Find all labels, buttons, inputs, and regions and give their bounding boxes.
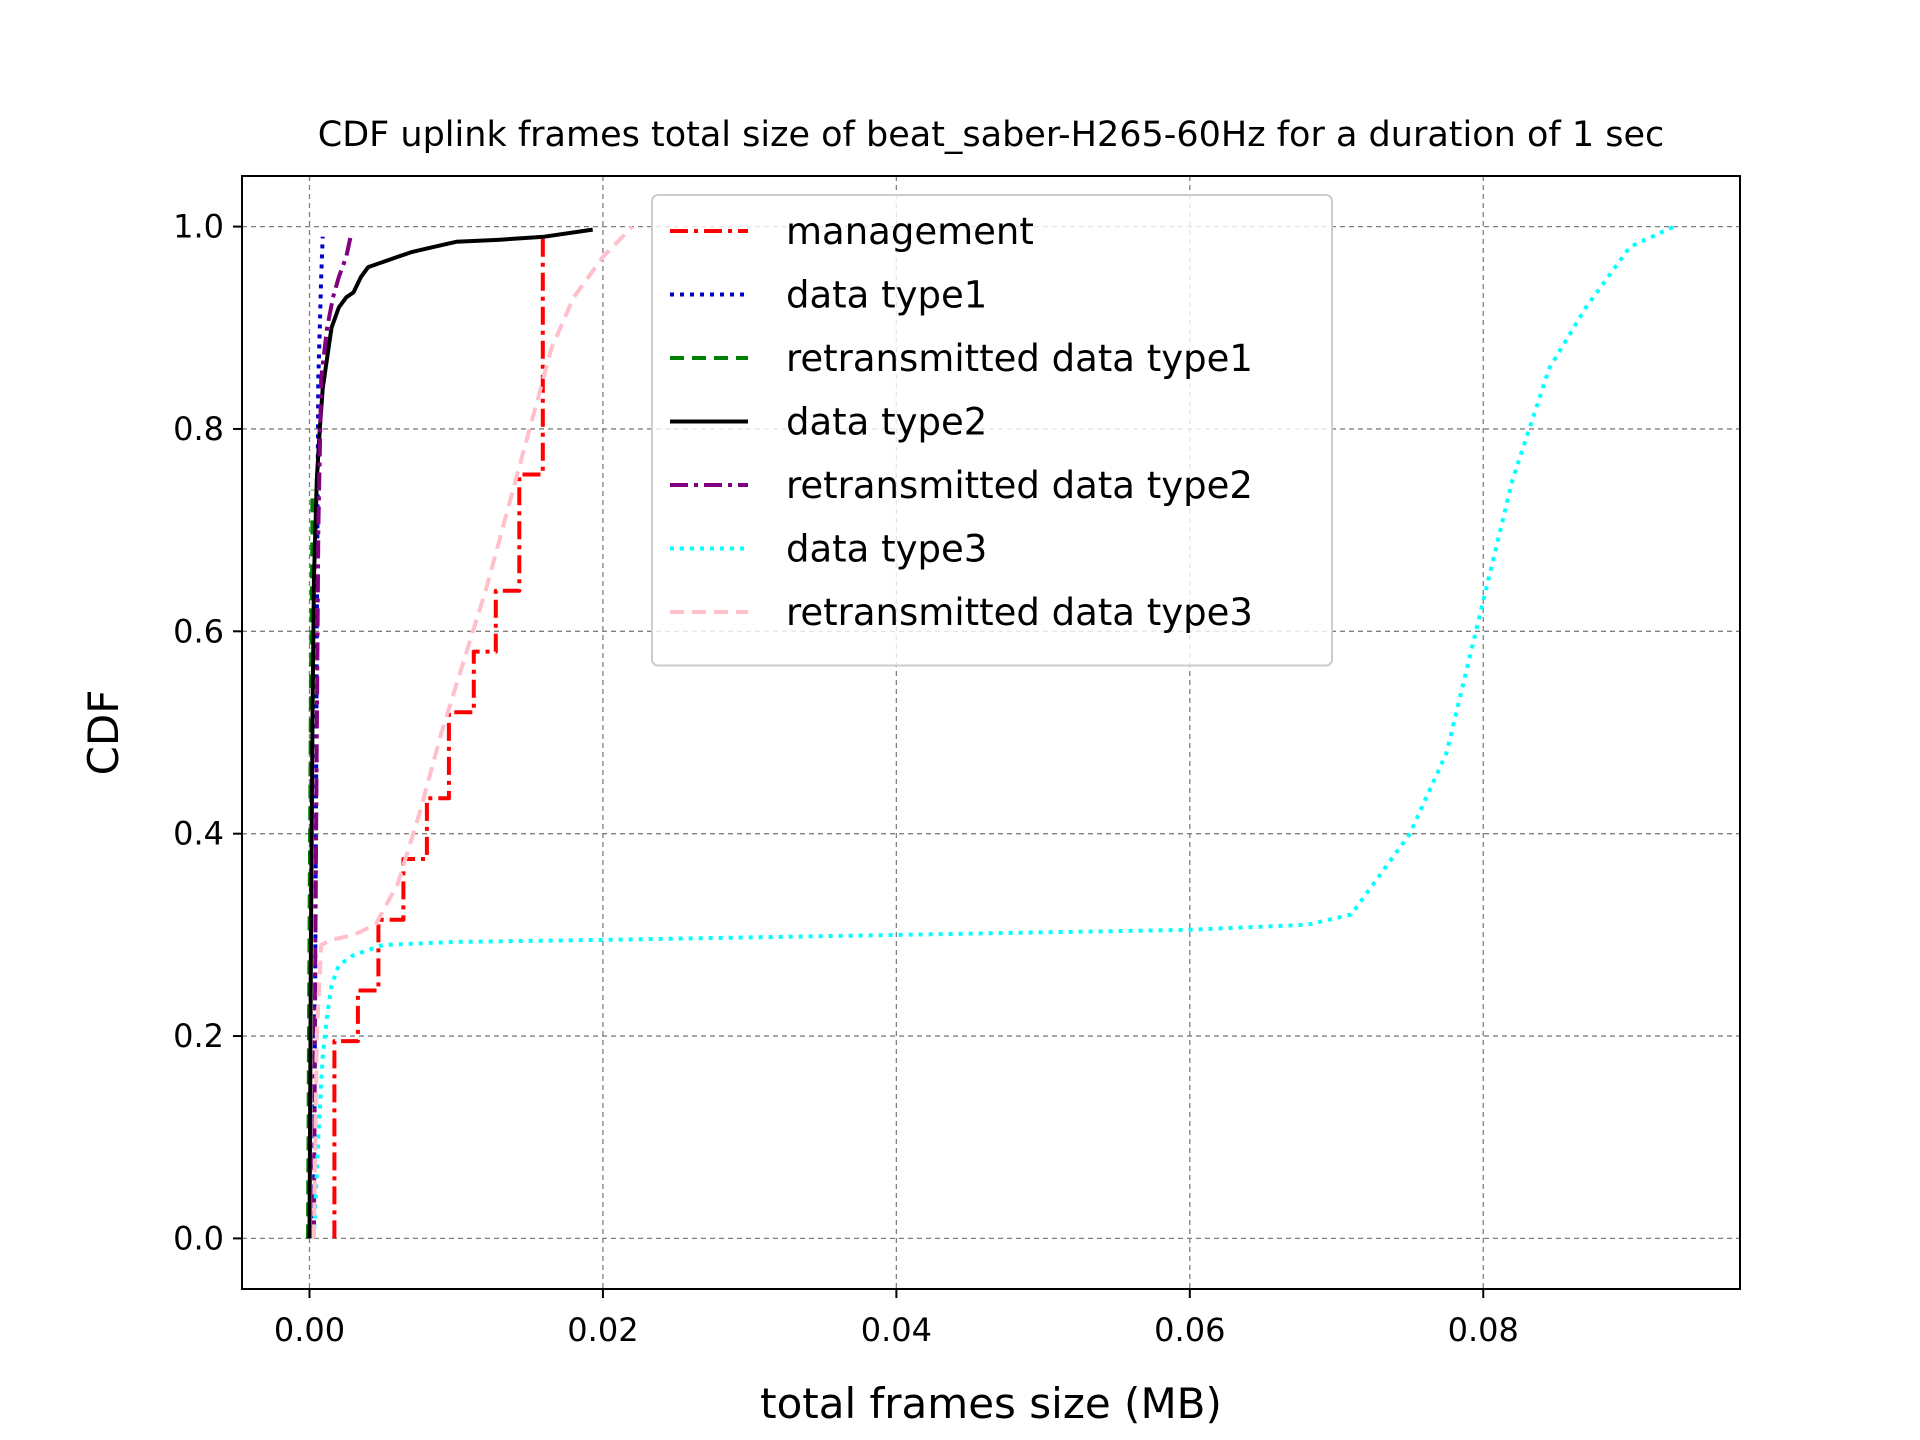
x-tick-label: 0.00: [274, 1311, 345, 1349]
y-axis-label: CDF: [79, 690, 128, 776]
legend-label: retransmitted data type3: [786, 591, 1253, 634]
y-tick-label: 0.0: [173, 1219, 224, 1257]
legend-box: [651, 194, 1333, 667]
series-layer: [306, 224, 1675, 1239]
x-axis-label: total frames size (MB): [760, 1379, 1222, 1428]
x-tick-label: 0.08: [1448, 1311, 1519, 1349]
legend-label: retransmitted data type1: [786, 337, 1253, 380]
chart-title: CDF uplink frames total size of beat_sab…: [318, 115, 1664, 155]
y-tick-label: 0.4: [173, 815, 224, 853]
legend-label: data type1: [786, 274, 987, 317]
tick-layer: 0.00 0.02 0.04 0.06 0.08 0.0 0.2 0.4 0.6 0.8 1.0: [173, 208, 1519, 1349]
legend-label: management: [786, 210, 1034, 253]
y-tick-label: 0.8: [173, 410, 224, 448]
series-line-6: [311, 224, 1675, 1239]
x-tick-label: 0.04: [861, 1311, 932, 1349]
legend: management data type1 retransmitted data t…: [651, 194, 1333, 667]
series-line-1: [332, 236, 545, 1239]
x-tick-label: 0.02: [567, 1311, 638, 1349]
series-line-4: [307, 227, 593, 1239]
series-line-7: [311, 225, 634, 1239]
y-tick-label: 0.2: [173, 1017, 224, 1055]
series-line-5: [311, 236, 353, 1239]
legend-label: data type3: [786, 528, 987, 571]
legend-label: data type2: [786, 401, 987, 444]
plot-frame: [241, 175, 1741, 1290]
legend-label: retransmitted data type2: [786, 464, 1253, 507]
series-line-2: [311, 236, 325, 1239]
y-tick-label: 1.0: [173, 208, 224, 246]
y-tick-label: 0.6: [173, 612, 224, 650]
x-tick-label: 0.06: [1154, 1311, 1225, 1349]
